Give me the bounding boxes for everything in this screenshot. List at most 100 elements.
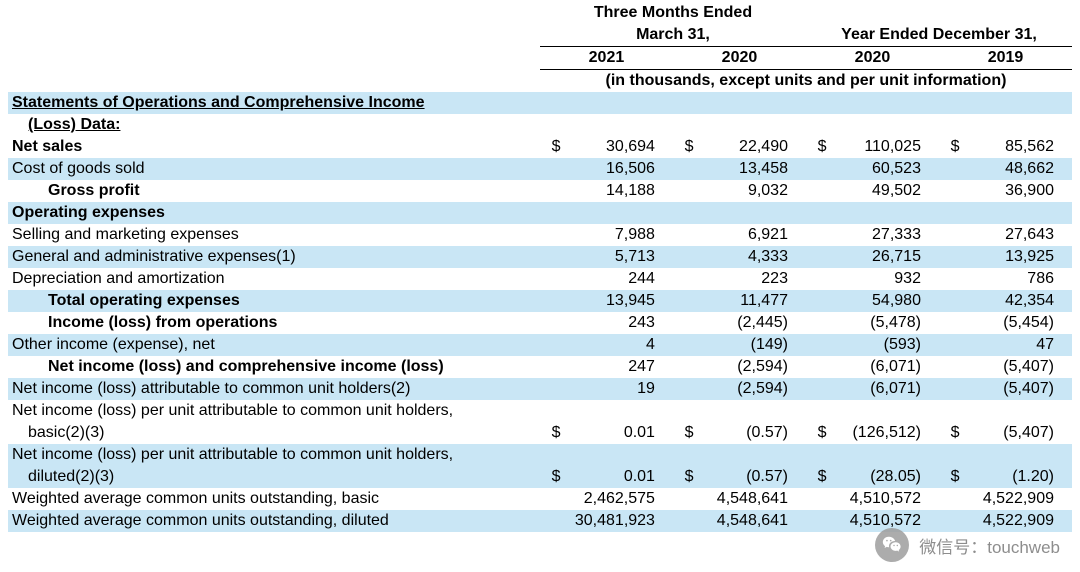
currency-symbol: [540, 334, 565, 356]
amount-cell: (5,407): [964, 422, 1072, 444]
row-label: Net income (loss) per unit attributable …: [8, 400, 540, 422]
row-label: Income (loss) from operations: [8, 312, 540, 334]
table-row: Depreciation and amortization24422393278…: [8, 268, 1072, 290]
amount-cell: 13,458: [698, 158, 806, 180]
amount-cell: 60,523: [831, 158, 939, 180]
currency-symbol: [540, 312, 565, 334]
financial-table-container: Three Months Ended March 31, Year Ended …: [0, 0, 1080, 532]
section-title-row-2: (Loss) Data:: [8, 114, 1072, 136]
currency-symbol: [540, 268, 565, 290]
section-title-2: (Loss) Data:: [8, 114, 540, 136]
currency-symbol: [540, 488, 565, 510]
currency-symbol: [673, 246, 698, 268]
row-label: Net income (loss) per unit attributable …: [8, 444, 540, 466]
currency-symbol: [540, 180, 565, 202]
currency-symbol: [939, 224, 964, 246]
amount-cell: (2,594): [698, 356, 806, 378]
row-label: Operating expenses: [8, 202, 540, 224]
row-label: Depreciation and amortization: [8, 268, 540, 290]
table-row: Net income (loss) attributable to common…: [8, 378, 1072, 400]
currency-symbol: [939, 158, 964, 180]
amount-cell: (5,407): [964, 378, 1072, 400]
currency-symbol: [540, 378, 565, 400]
header-note: (in thousands, except units and per unit…: [540, 70, 1072, 93]
currency-symbol: [540, 290, 565, 312]
table-row: Net sales$30,694$22,490$110,025$85,562: [8, 136, 1072, 158]
amount-cell: 49,502: [831, 180, 939, 202]
currency-symbol: [673, 356, 698, 378]
currency-symbol: [806, 356, 831, 378]
currency-symbol: [806, 334, 831, 356]
amount-cell: 4,548,641: [698, 488, 806, 510]
table-row: Operating expenses: [8, 202, 1072, 224]
amount-cell: [565, 202, 673, 224]
currency-symbol: [540, 246, 565, 268]
currency-symbol: $: [540, 422, 565, 444]
amount-cell: 27,333: [831, 224, 939, 246]
row-label: diluted(2)(3): [8, 466, 540, 488]
table-row: Weighted average common units outstandin…: [8, 488, 1072, 510]
table-row: Other income (expense), net4(149)(593)47: [8, 334, 1072, 356]
watermark: 微信号：touchweb: [875, 528, 1060, 562]
amount-cell: 27,643: [964, 224, 1072, 246]
amount-cell: 13,925: [964, 246, 1072, 268]
amount-cell: (2,445): [698, 312, 806, 334]
amount-cell: 85,562: [964, 136, 1072, 158]
col-header-2020a: 2020: [673, 47, 806, 70]
currency-symbol: [540, 224, 565, 246]
section-title-row-1: Statements of Operations and Comprehensi…: [8, 92, 1072, 114]
amount-cell: (0.57): [698, 466, 806, 488]
currency-symbol: $: [806, 466, 831, 488]
table-row: Cost of goods sold16,50613,45860,52348,6…: [8, 158, 1072, 180]
currency-symbol: $: [939, 422, 964, 444]
currency-symbol: [673, 290, 698, 312]
amount-cell: 6,921: [698, 224, 806, 246]
table-row: diluted(2)(3)$0.01$(0.57)$(28.05)$(1.20): [8, 466, 1072, 488]
amount-cell: 54,980: [831, 290, 939, 312]
amount-cell: (5,478): [831, 312, 939, 334]
currency-symbol: [806, 180, 831, 202]
table-row: Gross profit14,1889,03249,50236,900: [8, 180, 1072, 202]
amount-cell: [698, 202, 806, 224]
amount-cell: 48,662: [964, 158, 1072, 180]
row-label: Selling and marketing expenses: [8, 224, 540, 246]
row-label: basic(2)(3): [8, 422, 540, 444]
currency-symbol: [540, 356, 565, 378]
currency-symbol: [806, 290, 831, 312]
row-label: Net sales: [8, 136, 540, 158]
currency-symbol: $: [540, 136, 565, 158]
currency-symbol: [673, 312, 698, 334]
section-title-1: Statements of Operations and Comprehensi…: [8, 92, 540, 114]
header-group-2-line-1: Year Ended December 31,: [806, 24, 1072, 47]
amount-cell: (1.20): [964, 466, 1072, 488]
header-group-1-line-2: March 31,: [540, 24, 806, 47]
amount-cell: [964, 202, 1072, 224]
currency-symbol: [673, 510, 698, 532]
amount-cell: 26,715: [831, 246, 939, 268]
amount-cell: 0.01: [565, 466, 673, 488]
amount-cell: 2,462,575: [565, 488, 673, 510]
currency-symbol: [939, 378, 964, 400]
amount-cell: 47: [964, 334, 1072, 356]
currency-symbol: [939, 246, 964, 268]
amount-cell: 0.01: [565, 422, 673, 444]
row-label: Cost of goods sold: [8, 158, 540, 180]
amount-cell: 36,900: [964, 180, 1072, 202]
currency-symbol: $: [939, 466, 964, 488]
amount-cell: 110,025: [831, 136, 939, 158]
row-label: Gross profit: [8, 180, 540, 202]
currency-symbol: [673, 378, 698, 400]
currency-symbol: [806, 158, 831, 180]
currency-symbol: [540, 158, 565, 180]
currency-symbol: [939, 334, 964, 356]
currency-symbol: $: [806, 136, 831, 158]
amount-cell: [831, 202, 939, 224]
amount-cell: (0.57): [698, 422, 806, 444]
table-row: basic(2)(3)$0.01$(0.57)$(126,512)$(5,407…: [8, 422, 1072, 444]
currency-symbol: [673, 158, 698, 180]
amount-cell: 4: [565, 334, 673, 356]
currency-symbol: [540, 202, 565, 224]
amount-cell: 4,510,572: [831, 488, 939, 510]
currency-symbol: [939, 356, 964, 378]
table-row: General and administrative expenses(1)5,…: [8, 246, 1072, 268]
